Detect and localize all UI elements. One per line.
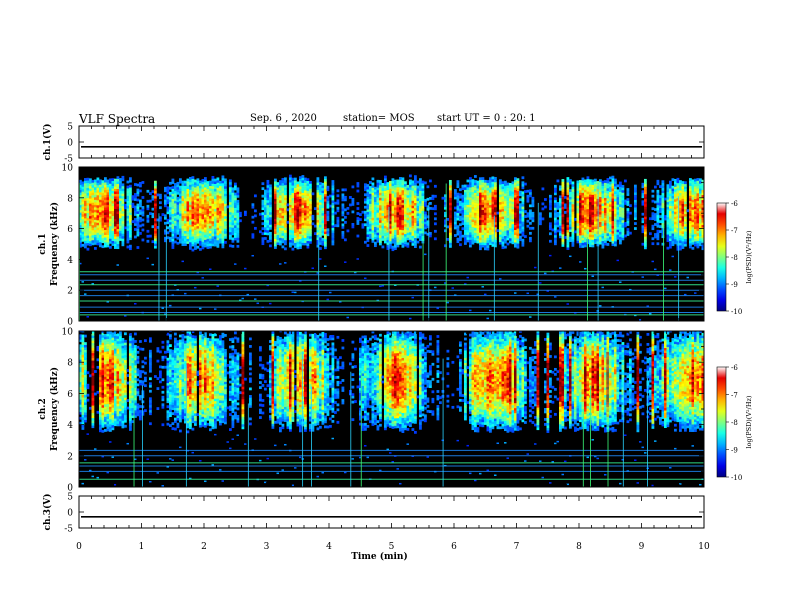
colorbar-tick-label: -10	[731, 308, 742, 316]
colorbar-label: log(PSD)(V²/Hz)	[745, 230, 753, 283]
x-tick-label: 6	[451, 542, 457, 552]
y-tick-label: 0	[67, 139, 73, 149]
y-axis-label: Frequency (kHz)	[49, 202, 60, 286]
y-tick-label: 6	[67, 390, 73, 400]
colorbar-tick-label: -6	[731, 200, 738, 208]
colorbar-tick-label: -8	[731, 254, 738, 262]
y-tick-label: 0	[67, 318, 73, 328]
y-tick-label: -5	[64, 155, 73, 165]
x-tick-label: 5	[389, 542, 395, 552]
y-tick-label: 10	[62, 328, 74, 338]
colorbar-tick-label: -9	[731, 447, 738, 455]
y-axis-label: ch.3(V)	[42, 494, 53, 531]
colorbar-tick-label: -7	[731, 392, 738, 400]
y-tick-label: 2	[67, 287, 73, 297]
colorbar-tick-label: -6	[731, 364, 738, 372]
y-tick-label: 2	[67, 452, 73, 462]
x-tick-label: 9	[639, 542, 645, 552]
y-tick-label: 0	[67, 509, 73, 519]
colorbar	[716, 202, 727, 312]
y-tick-label: -5	[64, 525, 73, 535]
y-tick-label: 8	[67, 359, 73, 369]
y-tick-label: 10	[62, 164, 74, 174]
y-axis-label: ch.1(V)	[42, 124, 53, 161]
y-tick-label: 8	[67, 194, 73, 204]
y-tick-label: 0	[67, 484, 73, 494]
y-tick-label: 4	[67, 421, 73, 431]
colorbar	[716, 366, 727, 478]
y-tick-label: 4	[67, 256, 73, 266]
colorbar-tick-label: -7	[731, 227, 738, 235]
x-tick-label: 2	[201, 542, 207, 552]
x-tick-label: 7	[514, 542, 520, 552]
spectrogram-2	[79, 331, 704, 487]
y-tick-label: 5	[67, 493, 73, 503]
y-axis-label: ch.1	[38, 233, 48, 254]
y-tick-label: 5	[67, 123, 73, 133]
y-axis-label: ch.2	[38, 398, 48, 419]
start-ut-label: start UT = 0 : 20: 1	[437, 113, 536, 124]
date-label: Sep. 6 , 2020	[250, 113, 317, 124]
colorbar-label: log(PSD)(V²/Hz)	[745, 395, 753, 448]
station-label: station= MOS	[343, 113, 415, 124]
colorbar-tick-label: -9	[731, 281, 738, 289]
x-tick-label: 4	[326, 542, 332, 552]
colorbar-tick-label: -10	[731, 474, 742, 482]
y-axis-label: Frequency (kHz)	[49, 367, 60, 451]
chart-title: VLF Spectra	[79, 112, 156, 126]
x-tick-label: 0	[76, 542, 82, 552]
spectrogram-1	[79, 167, 704, 321]
y-tick-label: 6	[67, 225, 73, 235]
colorbar-tick-label: -8	[731, 419, 738, 427]
x-axis-label: Time (min)	[351, 551, 408, 562]
x-tick-label: 8	[576, 542, 582, 552]
x-tick-label: 1	[139, 542, 145, 552]
x-tick-label: 10	[698, 542, 710, 552]
x-tick-label: 3	[264, 542, 270, 552]
